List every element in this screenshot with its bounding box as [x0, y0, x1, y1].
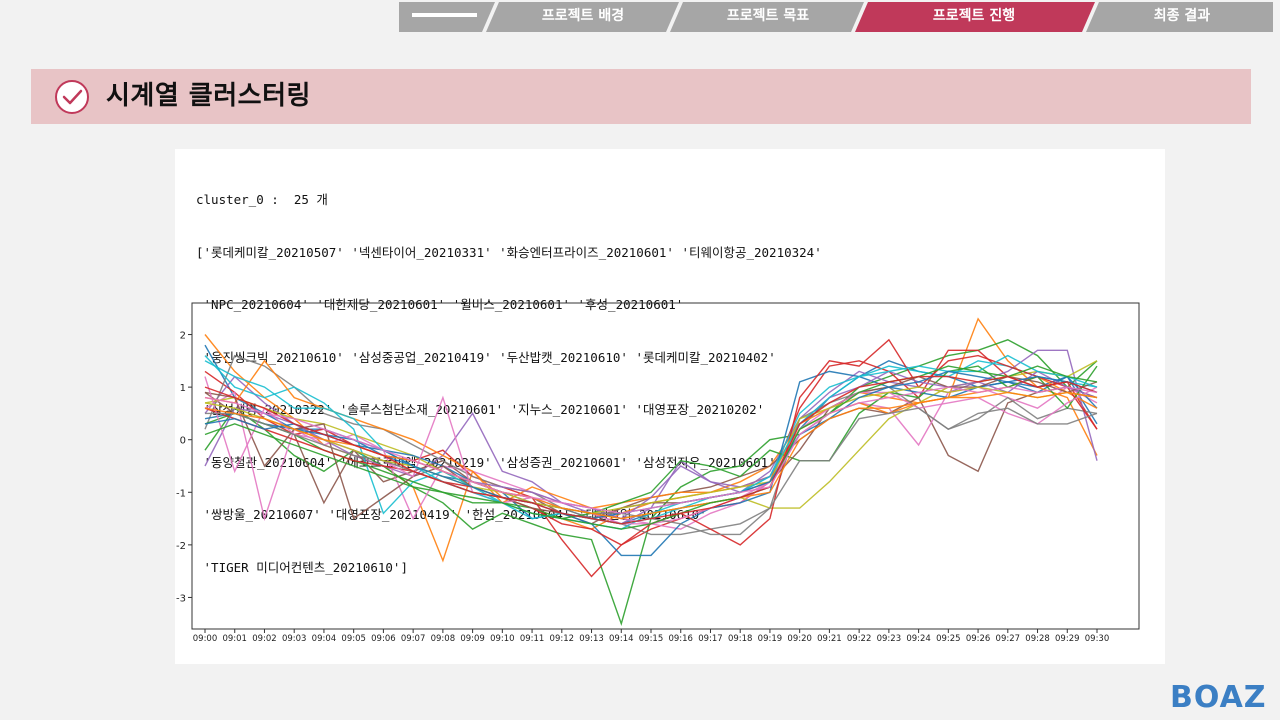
- y-tick-label: -2: [176, 541, 186, 552]
- x-tick-label: 09:08: [431, 634, 456, 644]
- y-tick-label: -1: [176, 488, 186, 499]
- y-tick-label: 0: [180, 436, 186, 447]
- nav-tab-goal-label[interactable]: 프로젝트 목표: [726, 8, 810, 24]
- top-nav: [399, 2, 1273, 32]
- x-tick-label: 09:26: [966, 634, 991, 644]
- x-tick-label: 09:19: [758, 634, 783, 644]
- y-tick-label: 1: [180, 383, 186, 394]
- series-line-22: [204, 365, 1098, 530]
- x-tick-label: 09:27: [996, 634, 1021, 644]
- y-tick-label: -3: [176, 593, 186, 604]
- cluster-member-line: 'TIGER 미디어컨텐츠_20210610']: [196, 559, 408, 575]
- x-tick-label: 09:04: [312, 634, 337, 644]
- nav-tab-progress-label[interactable]: 프로젝트 진행: [932, 8, 1016, 24]
- x-tick-label: 09:11: [520, 634, 545, 644]
- x-tick-label: 09:13: [579, 634, 604, 644]
- x-tick-label: 09:07: [401, 634, 426, 644]
- x-tick-label: 09:10: [490, 634, 515, 644]
- x-tick-label: 09:29: [1055, 634, 1080, 644]
- nav-tab-goal[interactable]: [670, 2, 864, 32]
- x-tick-label: 09:18: [728, 634, 753, 644]
- page-title: 시계열 클러스터링: [106, 81, 311, 111]
- cluster-output-text: cluster_0 : 25 개 ['롯데케미칼_20210507' '넥센타이…: [196, 156, 822, 594]
- home-dash-icon: [412, 13, 477, 17]
- plot-frame: [191, 302, 1140, 630]
- cluster-member-line: '웅진씽크빅_20210610' '삼성중공업_20210419' '두산밥캣_…: [196, 349, 776, 365]
- x-tick-label: 09:28: [1025, 634, 1050, 644]
- series-line-18: [204, 386, 1098, 515]
- nav-tab-background-label[interactable]: 프로젝트 배경: [541, 8, 625, 24]
- nav-tab-progress[interactable]: [855, 2, 1095, 32]
- x-tick-label: 09:15: [639, 634, 664, 644]
- x-tick-label: 09:05: [341, 634, 366, 644]
- section-header-band: [31, 69, 1251, 124]
- x-tick-label: 09:17: [698, 634, 723, 644]
- x-tick-label: 09:25: [936, 634, 961, 644]
- boaz-logo: BOAZ: [1170, 680, 1267, 715]
- cluster-heading: cluster_0 : 25 개: [196, 192, 328, 207]
- x-tick-label: 09:24: [906, 634, 931, 644]
- x-tick-label: 09:23: [877, 634, 902, 644]
- x-tick-label: 09:01: [222, 634, 247, 644]
- series-line-24: [204, 386, 1098, 515]
- x-tick-label: 09:00: [193, 634, 218, 644]
- cluster-member-line: 'NPC_20210604' '대한제당_20210601' '윌비스_2021…: [196, 297, 684, 312]
- x-tick-label: 09:20: [787, 634, 812, 644]
- x-tick-label: 09:03: [282, 634, 307, 644]
- nav-tab-background[interactable]: [486, 2, 679, 32]
- x-tick-label: 09:02: [252, 634, 277, 644]
- x-tick-label: 09:21: [817, 634, 842, 644]
- x-tick-label: 09:12: [550, 634, 575, 644]
- nav-tab-result[interactable]: [1086, 2, 1273, 32]
- x-tick-label: 09:09: [460, 634, 485, 644]
- result-panel: [175, 149, 1165, 664]
- x-tick-label: 09:22: [847, 634, 872, 644]
- check-circle-icon: [55, 80, 89, 114]
- x-tick-label: 09:30: [1085, 634, 1110, 644]
- x-tick-label: 09:16: [668, 634, 693, 644]
- x-tick-label: 09:06: [371, 634, 396, 644]
- nav-tab-result-label[interactable]: 최종 결과: [1153, 8, 1211, 24]
- series-line-23: [204, 375, 1098, 525]
- y-tick-label: 2: [180, 331, 186, 342]
- x-tick-label: 09:14: [609, 634, 634, 644]
- cluster-member-line: ['롯데케미칼_20210507' '넥센타이어_20210331' '화승엔터…: [196, 244, 822, 260]
